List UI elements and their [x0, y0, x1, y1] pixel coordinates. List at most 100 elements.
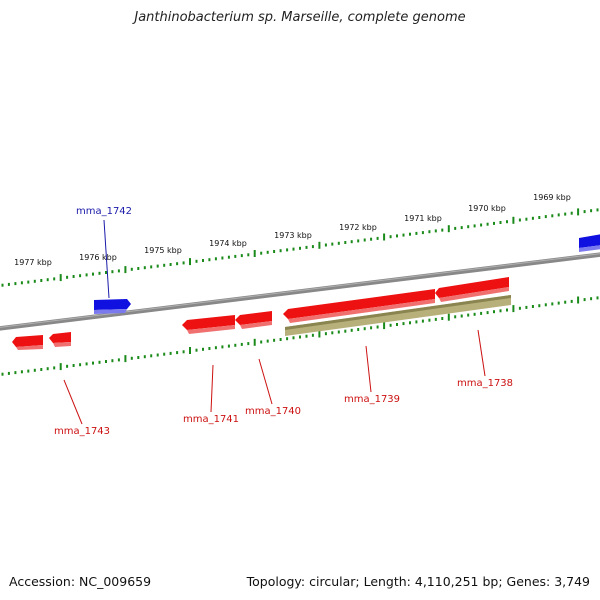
minor-tick [156, 264, 159, 268]
minor-tick [286, 337, 289, 341]
minor-tick [221, 256, 224, 260]
minor-tick [7, 371, 10, 375]
minor-tick [570, 211, 573, 215]
major-tick [512, 216, 515, 224]
minor-tick [324, 243, 327, 247]
feature-mma_1739[interactable] [285, 295, 511, 336]
kbp-label: 1969 kbp [533, 193, 571, 202]
minor-tick [518, 306, 521, 310]
minor-tick [583, 210, 586, 214]
gene-mma_1741[interactable] [182, 315, 235, 334]
gene-label-mma_1743[interactable]: mma_1743 [54, 426, 110, 437]
minor-tick [467, 225, 470, 229]
minor-tick [208, 258, 211, 262]
major-tick [447, 313, 450, 321]
minor-tick [143, 266, 146, 270]
gene-mma_1738[interactable] [435, 277, 509, 302]
minor-tick [1, 283, 4, 287]
gene-label-mma_1741[interactable]: mma_1741 [183, 414, 239, 425]
minor-tick [227, 255, 230, 259]
gene-mma_1739[interactable] [283, 289, 435, 323]
minor-tick [409, 232, 411, 236]
gene-mma_1740[interactable] [235, 311, 272, 329]
kbp-label: 1977 kbp [14, 258, 52, 267]
minor-tick [266, 339, 269, 343]
minor-tick [53, 277, 56, 281]
gene-mma_1743[interactable] [49, 332, 71, 347]
minor-tick [331, 242, 334, 246]
minor-tick [66, 275, 69, 279]
minor-tick [570, 299, 573, 303]
minor-tick [292, 336, 295, 340]
minor-tick [92, 272, 94, 276]
minor-tick [234, 343, 237, 347]
minor-tick [596, 296, 599, 300]
kbp-label: 1972 kbp [339, 223, 377, 232]
kbp-label: 1976 kbp [79, 253, 117, 262]
gene-label-mma_1739[interactable]: mma_1739 [344, 394, 400, 405]
gene-offscreen-forward[interactable] [579, 234, 600, 252]
minor-tick [350, 328, 353, 332]
minor-tick [163, 263, 166, 267]
minor-tick [376, 236, 379, 240]
minor-tick [182, 350, 185, 354]
kbp-label: 1974 kbp [209, 239, 247, 248]
minor-tick [337, 241, 340, 245]
minor-tick [98, 360, 101, 364]
minor-tick [363, 238, 366, 242]
minor-tick [357, 239, 360, 243]
accession-text: Accession: NC_009659 [9, 574, 152, 589]
minor-tick [493, 221, 495, 225]
kbp-label: 1975 kbp [144, 246, 182, 255]
minor-tick [480, 223, 483, 227]
minor-tick [20, 370, 23, 374]
minor-tick [564, 212, 567, 216]
minor-tick [344, 241, 347, 244]
gene-label-mma_1740[interactable]: mma_1740 [245, 406, 301, 417]
minor-tick [415, 320, 418, 324]
minor-tick [531, 305, 534, 308]
genome-summary-text: Topology: circular; Length: 4,110,251 bp… [246, 574, 590, 589]
minor-tick [363, 327, 366, 331]
minor-tick [324, 332, 327, 336]
minor-tick [85, 273, 88, 277]
minor-tick [544, 303, 547, 307]
gene-label-mma_1742[interactable]: mma_1742 [76, 206, 132, 217]
minor-tick [111, 270, 114, 274]
minor-tick [486, 222, 489, 226]
minor-tick [273, 338, 276, 342]
minor-tick [486, 311, 489, 315]
minor-tick [137, 267, 140, 270]
minor-tick [506, 308, 508, 312]
minor-tick [441, 228, 444, 232]
outer-tick-ruler [1, 208, 599, 287]
minor-tick [156, 353, 159, 357]
kbp-label: 1973 kbp [274, 231, 312, 240]
minor-tick [441, 317, 444, 320]
minor-tick [473, 224, 476, 228]
gene-mma_1742[interactable] [94, 299, 131, 314]
minor-tick [531, 216, 534, 220]
minor-tick [518, 218, 521, 222]
minor-tick [506, 220, 508, 224]
gene-label-mma_1738[interactable]: mma_1738 [457, 378, 513, 389]
minor-tick [305, 334, 308, 338]
minor-tick [331, 331, 334, 335]
minor-tick [337, 330, 340, 334]
minor-tick [544, 215, 547, 219]
minor-tick [389, 235, 392, 239]
gene-mma_1743-part[interactable] [12, 335, 43, 350]
minor-tick [214, 346, 217, 350]
minor-tick [557, 213, 560, 217]
minor-tick [596, 208, 599, 212]
minor-tick [214, 257, 217, 261]
major-tick [383, 233, 386, 241]
major-tick [253, 338, 256, 346]
leader-line [210, 364, 214, 413]
minor-tick [396, 323, 398, 326]
minor-tick [499, 309, 502, 313]
leader-line [258, 358, 273, 405]
minor-tick [163, 352, 166, 356]
minor-tick [208, 347, 211, 350]
minor-tick [14, 371, 17, 375]
